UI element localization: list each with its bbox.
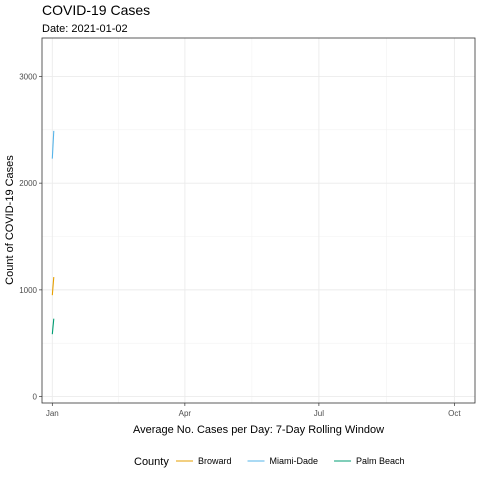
x-tick-label: Apr xyxy=(179,409,192,418)
y-axis-ticks: 0 1000 2000 3000 xyxy=(19,72,42,402)
legend-label-palm-beach: Palm Beach xyxy=(356,456,405,466)
legend-label-broward: Broward xyxy=(198,456,232,466)
legend: County Broward Miami-Dade Palm Beach xyxy=(134,456,405,468)
y-axis-title: Count of COVID-19 Cases xyxy=(4,155,16,285)
chart-subtitle: Date: 2021-01-02 xyxy=(42,23,128,35)
x-tick-label: Jan xyxy=(46,409,59,418)
legend-title: County xyxy=(134,456,169,468)
x-axis-title: Average No. Cases per Day: 7-Day Rolling… xyxy=(133,424,384,436)
series-line-palm-beach xyxy=(51,318,55,335)
y-tick-label: 1000 xyxy=(19,286,37,295)
minor-grid xyxy=(42,38,475,403)
chart-title: COVID-19 Cases xyxy=(42,2,150,18)
x-axis-ticks: Jan Apr Jul Oct xyxy=(46,403,461,418)
series-line-miami-dade xyxy=(51,130,55,159)
legend-label-miami-dade: Miami-Dade xyxy=(270,456,319,466)
x-tick-label: Oct xyxy=(448,409,461,418)
series-layer xyxy=(51,130,55,335)
legend-items: Broward Miami-Dade Palm Beach xyxy=(176,456,405,466)
y-tick-label: 0 xyxy=(33,393,38,402)
major-grid xyxy=(42,38,475,403)
y-tick-label: 3000 xyxy=(19,72,37,81)
series-line-broward xyxy=(51,277,55,296)
x-tick-label: Jul xyxy=(314,409,324,418)
plot-border xyxy=(41,37,476,404)
plot-panel xyxy=(42,38,475,403)
y-tick-label: 2000 xyxy=(19,179,37,188)
